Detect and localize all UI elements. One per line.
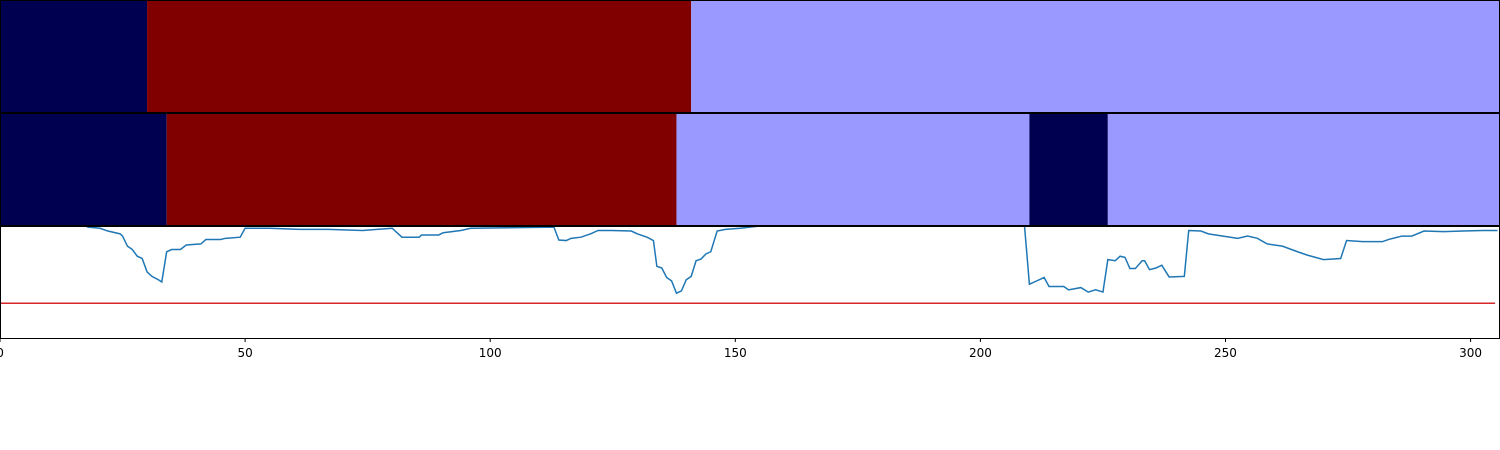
segment	[0, 0, 148, 112]
segment	[147, 0, 692, 112]
line-panel	[0, 226, 1498, 305]
x-tick-label: 200	[969, 346, 992, 360]
x-tick-label: 0	[0, 346, 4, 360]
x-tick-label: 250	[1214, 346, 1237, 360]
segment	[0, 113, 167, 225]
segment	[1107, 113, 1500, 225]
segment	[676, 113, 1030, 225]
x-tick-label: 150	[724, 346, 747, 360]
segment	[691, 0, 1500, 112]
x-tick-label: 300	[1459, 346, 1482, 360]
segment	[1029, 113, 1108, 225]
panel-border	[0, 226, 1500, 339]
x-tick-label: 100	[479, 346, 502, 360]
x-tick-label: 50	[237, 346, 252, 360]
data-line	[73, 226, 1498, 295]
segment	[166, 113, 677, 225]
